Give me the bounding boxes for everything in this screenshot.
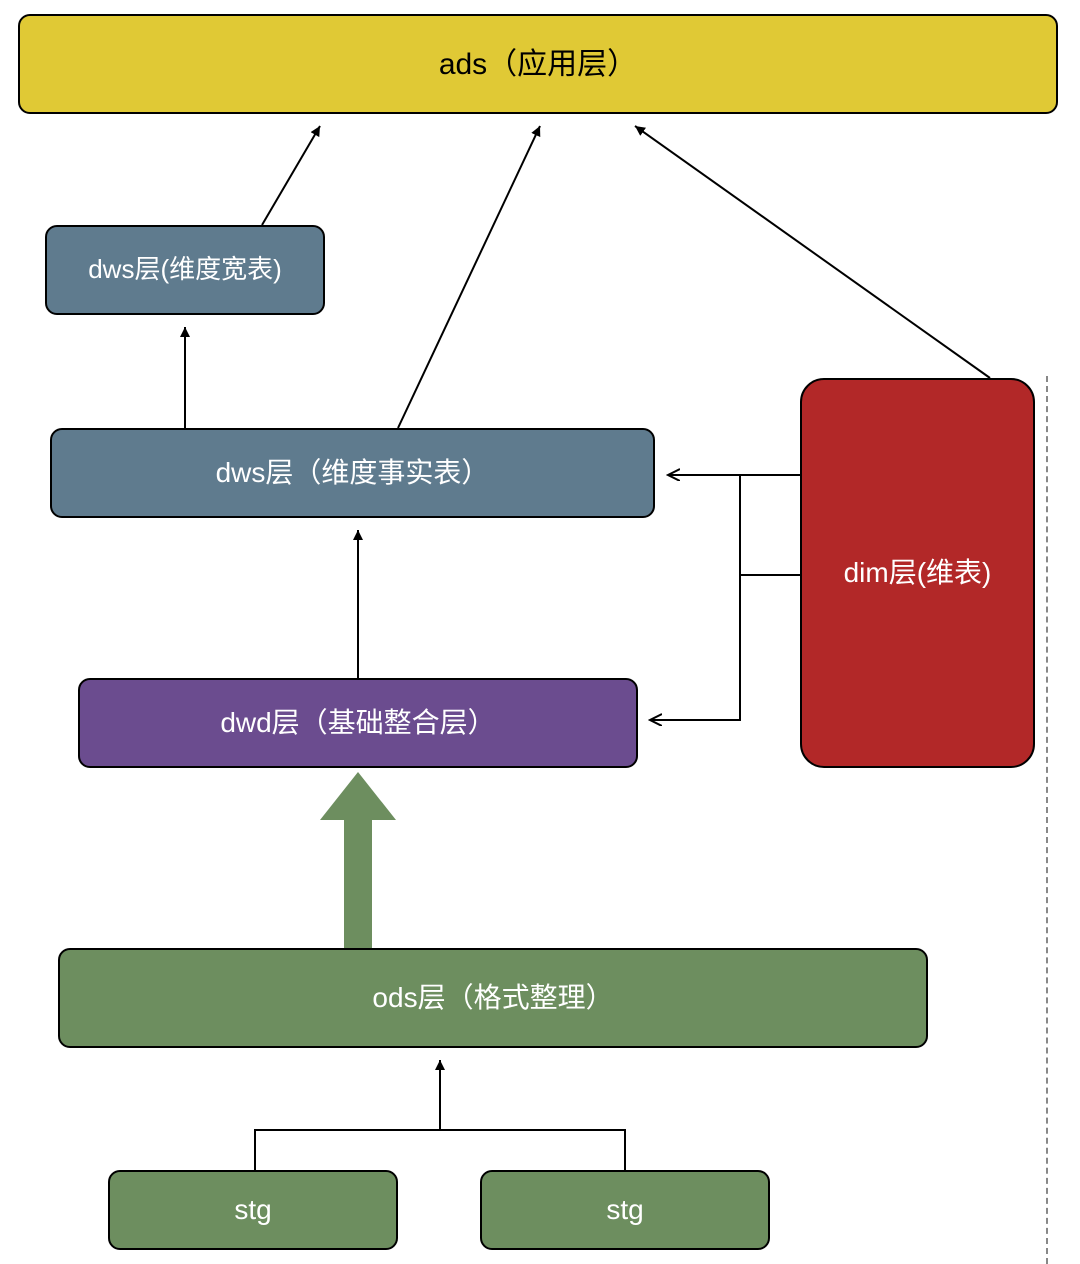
node-ods: ods层（格式整理） [58, 948, 928, 1048]
edge-dws-wide-to-ads [262, 126, 320, 225]
node-dws-fact: dws层（维度事实表） [50, 428, 655, 518]
edge-dim-to-dwd [650, 575, 800, 720]
node-dws-wide-label: dws层(维度宽表) [88, 253, 282, 287]
node-dws-wide: dws层(维度宽表) [45, 225, 325, 315]
node-dws-fact-label: dws层（维度事实表） [216, 455, 490, 491]
node-dwd-label: dwd层（基础整合层） [220, 705, 495, 741]
dashed-divider [1046, 376, 1048, 1264]
node-stg1-label: stg [234, 1192, 271, 1228]
node-ads: ads（应用层） [18, 14, 1058, 114]
node-stg1: stg [108, 1170, 398, 1250]
node-stg2-label: stg [606, 1192, 643, 1228]
node-ods-label: ods层（格式整理） [372, 980, 613, 1016]
edge-ods-to-dwd-thick [320, 772, 396, 948]
node-stg2: stg [480, 1170, 770, 1250]
diagram-canvas: ads（应用层） dws层(维度宽表) dws层（维度事实表） dim层(维表)… [0, 0, 1080, 1264]
node-ads-label: ads（应用层） [439, 45, 637, 84]
node-dim-label: dim层(维表) [844, 555, 992, 591]
edge-dws-fact-to-ads [398, 126, 540, 428]
node-dim: dim层(维表) [800, 378, 1035, 768]
node-dwd: dwd层（基础整合层） [78, 678, 638, 768]
edge-stg-to-ods [255, 1130, 625, 1170]
edge-dim-to-ads [635, 126, 990, 378]
